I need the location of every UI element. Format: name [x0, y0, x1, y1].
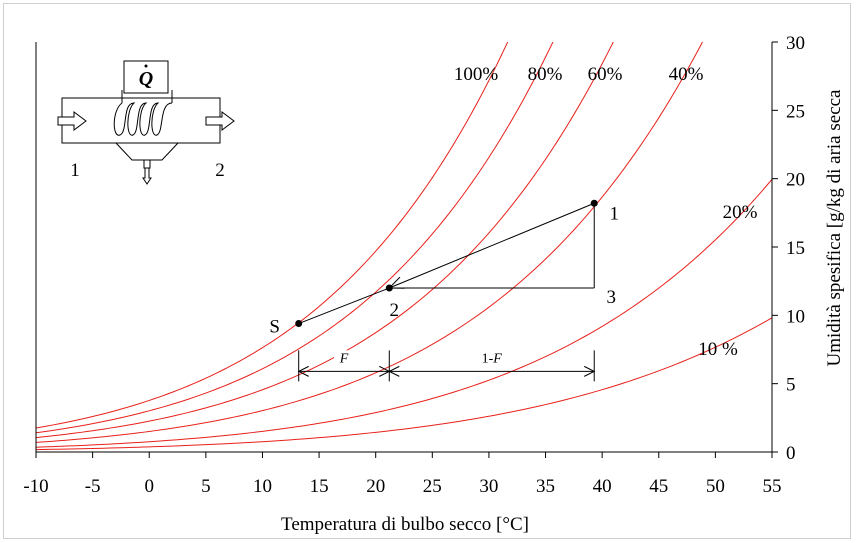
x-tick-label: 50: [706, 476, 725, 497]
inlet-arrow-icon: [57, 111, 87, 131]
state-point-2: [385, 284, 393, 292]
y-axis-title: Umidità spesifica [g/kg di aria secca: [824, 89, 845, 367]
dimension-arrowhead: [297, 365, 309, 377]
state-label-1: 1: [609, 203, 619, 224]
state-label-3: 3: [606, 287, 616, 308]
state-label-2: 2: [390, 300, 400, 321]
y-tick-label: 20: [786, 170, 805, 191]
dimension-arrowhead: [584, 365, 596, 377]
state-point-1: [590, 199, 598, 207]
rh-curve-label: 60%: [588, 64, 623, 85]
x-tick-label: 40: [593, 476, 612, 497]
rh-curve-label: 40%: [669, 64, 704, 85]
x-tick-label: 10: [253, 476, 272, 497]
x-tick-label: -10: [23, 476, 48, 497]
x-axis-title: Temperatura di bulbo secco [°C]: [281, 514, 529, 535]
process-schematic: Q 1 2: [57, 60, 235, 185]
rh-curve-10: [36, 317, 772, 451]
y-tick-label: 25: [786, 101, 805, 122]
schematic-outlet-label: 2: [215, 160, 225, 181]
dimension-arrowhead: [388, 365, 400, 377]
x-tick-label: -5: [85, 476, 101, 497]
x-tick-label: 35: [536, 476, 555, 497]
fraction-label-bg: [333, 350, 354, 367]
x-tick-label: 0: [144, 476, 154, 497]
state-point-S: [295, 320, 303, 328]
x-tick-label: 15: [310, 476, 329, 497]
x-tick-label: 20: [366, 476, 385, 497]
rh-curve-label: 100%: [454, 64, 499, 85]
y-tick-label: 15: [786, 238, 805, 259]
rh-curve-label: 80%: [528, 64, 563, 85]
fraction-label-one-minus-f: 1-F: [482, 351, 503, 366]
heat-symbol-dot: [144, 64, 148, 68]
y-tick-label: 0: [786, 443, 796, 464]
process-lines: [295, 199, 598, 382]
schematic-inlet-label: 1: [70, 160, 80, 181]
x-tick-label: 5: [201, 476, 211, 497]
rh-curve-20: [36, 179, 772, 448]
process-line-1-2: [389, 202, 595, 289]
x-tick-label: 45: [649, 476, 668, 497]
rh-curve-100: [36, 42, 509, 429]
heating-coil-icon: [113, 102, 173, 136]
drain-pan: [115, 142, 179, 161]
fraction-label-bg: [469, 350, 514, 369]
rh-curve-60: [36, 42, 614, 439]
heat-symbol: Q: [139, 68, 153, 90]
mixing-line-s-2: [298, 287, 390, 324]
outlet-arrow-icon: [205, 111, 235, 131]
state-label-S: S: [269, 317, 280, 338]
y-tick-label: 5: [786, 375, 796, 396]
rh-curve-80: [36, 42, 554, 434]
drain-pipe: [143, 159, 151, 169]
y-tick-label: 30: [786, 33, 805, 54]
chart-labels: 100% 80% 60% 40% 20% 10 % 1 2 3 S F 1-F: [269, 64, 758, 369]
y-tick-label: 10: [786, 306, 805, 327]
fraction-label-f: F: [339, 351, 349, 366]
figure-frame: [3, 3, 851, 539]
duct-outline: [61, 97, 221, 144]
x-tick-label: 25: [423, 476, 442, 497]
x-tick-label: 55: [763, 476, 782, 497]
rh-curve-label: 10 %: [698, 339, 738, 360]
rh-curve-label: 20%: [723, 202, 758, 223]
drain-icon: [142, 167, 152, 185]
x-tick-label: 30: [479, 476, 498, 497]
